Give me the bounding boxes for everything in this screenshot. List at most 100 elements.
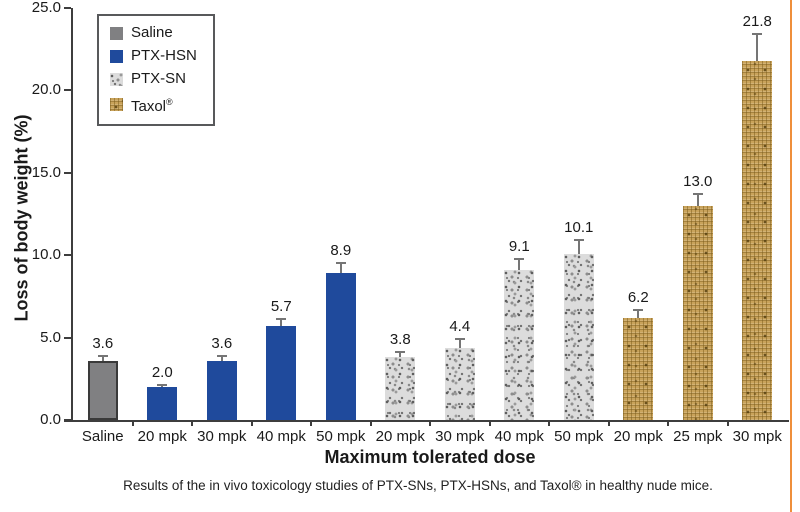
error-bar-cap — [157, 383, 168, 386]
legend-items: Saline PTX-HSN PTX-SN Taxol® — [110, 25, 197, 115]
legend-item-ptx-sn: PTX-SN — [110, 71, 197, 87]
y-tick-mark — [64, 89, 71, 92]
error-bar-cap — [692, 193, 703, 196]
bar-saline — [87, 360, 118, 420]
bar-value-label: 10.1 — [564, 219, 594, 237]
bar-ptx-sn — [563, 253, 594, 420]
legend-label: PTX-SN — [131, 70, 187, 87]
y-tick-label: 20.0 — [31, 81, 61, 99]
x-tick-label: 50 mpk — [316, 428, 366, 445]
error-bar — [280, 318, 283, 327]
error-bar-cap — [633, 308, 644, 311]
bar-series: 3.6 Saline 2.0 20 mpk 3.6 30 mpk 5.7 40 mpk 8.9 5… — [73, 8, 788, 445]
page-right-border — [790, 0, 792, 512]
bar-ptx-hsn — [325, 273, 356, 420]
legend-swatch-ptx-sn — [110, 72, 123, 86]
bar-value-label: 2.0 — [151, 363, 173, 381]
y-tick-mark — [64, 419, 71, 421]
bar-group: 8.9 50 mpk — [311, 8, 371, 445]
x-tick-mark — [250, 421, 253, 426]
legend-label: Taxol® — [131, 97, 173, 115]
legend-swatch-saline — [110, 26, 123, 40]
x-tick-label: Saline — [81, 428, 124, 445]
legend: Saline PTX-HSN PTX-SN Taxol® — [97, 14, 215, 126]
x-tick-label: 40 mpk — [494, 428, 544, 445]
x-tick-mark — [548, 421, 550, 426]
error-bar — [161, 384, 164, 388]
x-tick-mark — [369, 421, 372, 426]
bar-value-label: 3.8 — [389, 330, 411, 348]
error-bar — [577, 240, 580, 254]
x-tick-label: 20 mpk — [137, 428, 187, 445]
bar-taxol — [682, 205, 713, 420]
bar-value-label: 4.4 — [449, 318, 471, 336]
error-bar — [220, 355, 223, 361]
error-bar — [458, 339, 461, 348]
bar-ptx-hsn — [266, 326, 297, 420]
error-bar — [696, 194, 699, 206]
y-tick-mark — [64, 336, 71, 339]
registered-mark: ® — [166, 97, 173, 107]
bar-value-label: 6.2 — [627, 288, 649, 306]
y-tick-label: 15.0 — [31, 163, 61, 181]
bar-group: 10.1 50 mpk — [549, 8, 609, 445]
legend-swatch-taxol — [110, 98, 123, 111]
x-tick-label: 20 mpk — [375, 428, 425, 445]
bar-group: 3.6 30 mpk — [192, 8, 252, 445]
error-bar-cap — [454, 338, 465, 341]
y-tick-mark — [64, 7, 71, 9]
y-tick-label: 10.0 — [31, 246, 61, 264]
bar-group: 2.0 20 mpk — [133, 8, 193, 445]
bar-value-label: 3.6 — [92, 334, 114, 352]
y-tick-label: 25.0 — [31, 0, 61, 16]
x-tick-label: 30 mpk — [197, 428, 247, 445]
legend-item-taxol: Taxol® — [110, 94, 197, 115]
error-bar-cap — [752, 33, 763, 36]
bar-value-label: 13.0 — [683, 173, 713, 191]
x-tick-label: 25 mpk — [673, 428, 723, 445]
x-tick-mark — [488, 421, 491, 426]
bar-group: 6.2 20 mpk — [609, 8, 669, 445]
bar-ptx-sn — [385, 357, 416, 420]
bar-group: 21.8 30 mpk — [728, 8, 788, 445]
bar-value-label: 9.1 — [508, 238, 530, 256]
x-tick-mark — [726, 421, 729, 426]
bar-value-label: 21.8 — [742, 13, 772, 31]
error-bar — [637, 309, 640, 318]
bar-group: 3.8 20 mpk — [371, 8, 431, 445]
error-bar — [101, 355, 104, 361]
error-bar — [518, 259, 521, 271]
error-bar-cap — [216, 354, 227, 357]
y-tick-mark — [64, 171, 71, 174]
x-tick-mark — [310, 421, 312, 426]
x-tick-mark — [131, 421, 134, 426]
error-bar-cap — [395, 350, 406, 353]
bar-value-label: 5.7 — [270, 297, 292, 315]
x-axis-line — [64, 420, 789, 422]
bar-ptx-hsn — [147, 387, 178, 420]
error-bar-cap — [573, 239, 584, 242]
legend-label: PTX-HSN — [131, 47, 197, 64]
x-axis-title: Maximum tolerated dose — [324, 447, 536, 467]
legend-item-saline: Saline — [110, 25, 197, 41]
bar-value-label: 3.6 — [211, 334, 233, 352]
error-bar-cap — [514, 258, 525, 261]
error-bar — [399, 351, 402, 358]
x-tick-mark — [429, 421, 431, 426]
legend-item-ptx-hsn: PTX-HSN — [110, 48, 197, 64]
x-tick-label: 20 mpk — [613, 428, 663, 445]
error-bar-cap — [97, 354, 108, 357]
y-tick-mark — [64, 254, 71, 257]
plot-area: 0.0 5.0 10.0 15.0 20.0 25.0 3.6 Saline 2.0 20 mp… — [32, 0, 789, 445]
x-tick-label: 40 mpk — [256, 428, 306, 445]
bar-ptx-sn — [504, 270, 535, 420]
x-tick-mark — [191, 421, 193, 426]
error-bar — [339, 263, 342, 274]
bar-group: 3.6 Saline — [73, 8, 133, 445]
y-axis-line — [71, 8, 73, 422]
bar-taxol — [623, 317, 654, 420]
bar-group: 9.1 40 mpk — [490, 8, 550, 445]
legend-swatch-ptx-hsn — [110, 49, 123, 63]
bar-value-label: 8.9 — [330, 242, 352, 260]
